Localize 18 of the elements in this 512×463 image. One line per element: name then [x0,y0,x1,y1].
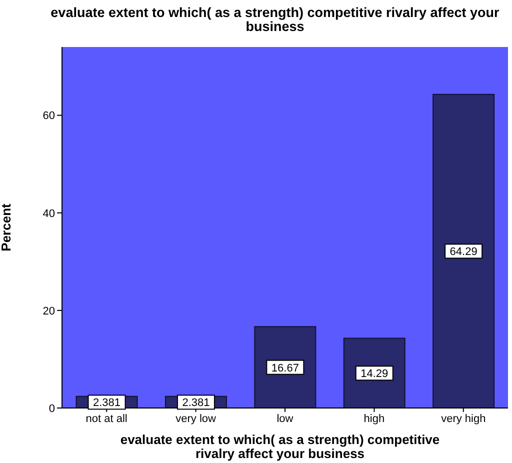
data-label: 14.29 [360,368,388,380]
y-tick-label: 40 [42,208,55,220]
y-tick-label: 0 [48,402,55,415]
x-tick-label: very low [176,412,216,425]
x-tick-label: not at all [86,412,128,425]
y-tick-label: 20 [42,305,55,318]
data-label: 16.67 [271,362,299,374]
x-tick-label: low [276,412,294,425]
x-axis-title: evaluate extent to which( as a strength) competitive rivalry affect your business [119,432,441,461]
data-label: 2.381 [93,397,121,410]
x-tick-label: very high [441,412,486,425]
chart-title: evaluate extent to which( as a strength) competitive rivalry affect your business [50,5,500,34]
y-axis-title: Percent [0,202,14,252]
data-label: 64.29 [450,246,478,258]
y-tick-label: 60 [42,110,55,122]
x-tick-label: high [364,412,385,425]
data-label: 2.381 [182,397,210,410]
bar [432,94,495,408]
